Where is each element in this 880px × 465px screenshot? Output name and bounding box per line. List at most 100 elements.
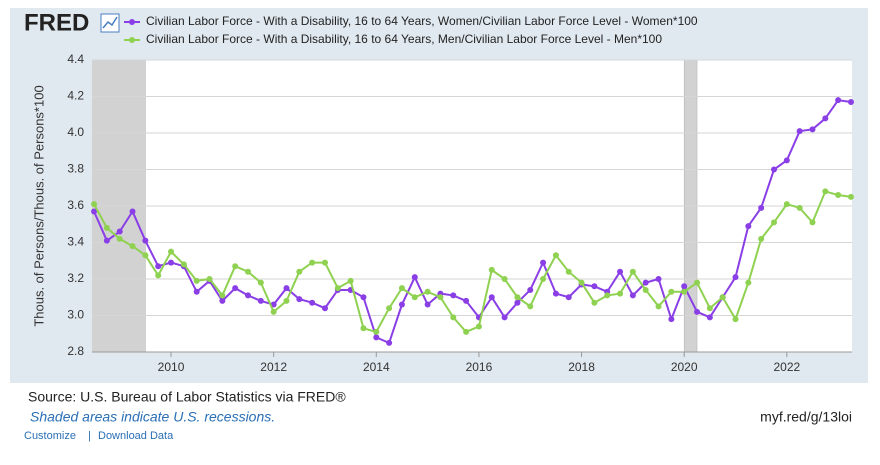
source: Source: U.S. Bureau of Labor Statistics … <box>28 389 346 405</box>
data-point <box>835 97 842 104</box>
data-point <box>835 192 842 199</box>
data-point <box>732 316 739 323</box>
data-point <box>552 290 559 297</box>
data-point <box>694 279 701 286</box>
data-point <box>681 283 688 290</box>
data-point <box>514 299 521 306</box>
data-point <box>321 259 328 266</box>
data-point <box>591 299 598 306</box>
data-point <box>257 279 264 286</box>
data-point <box>822 188 829 195</box>
recession-note: Shaded areas indicate U.S. recessions. <box>30 409 275 425</box>
data-point <box>411 294 418 301</box>
data-point <box>488 294 495 301</box>
data-point <box>796 128 803 135</box>
data-point <box>783 157 790 164</box>
data-point <box>706 305 713 312</box>
legend-marker <box>129 37 135 43</box>
data-point <box>386 339 393 346</box>
data-point <box>270 308 277 315</box>
data-point <box>847 98 854 105</box>
data-point <box>540 276 547 282</box>
data-point <box>501 314 508 321</box>
link[interactable]: Download Data <box>98 430 174 442</box>
data-point <box>475 323 482 330</box>
data-point <box>142 237 149 244</box>
data-point <box>527 286 534 293</box>
data-point <box>168 259 175 266</box>
data-point <box>565 268 572 275</box>
data-point <box>129 208 136 215</box>
data-point <box>129 243 136 250</box>
data-point <box>296 296 303 303</box>
data-point <box>758 235 765 242</box>
data-point <box>796 204 803 211</box>
data-point <box>155 263 162 270</box>
data-point <box>450 314 457 321</box>
data-point <box>552 252 559 259</box>
data-point <box>424 288 431 295</box>
data-point <box>321 305 328 312</box>
data-point <box>232 285 239 292</box>
data-point <box>193 277 200 284</box>
data-point <box>219 292 226 299</box>
y-tick-label: 3.4 <box>67 235 84 249</box>
data-point <box>809 126 816 133</box>
data-point <box>283 285 290 292</box>
y-tick-label: 4.4 <box>67 52 84 66</box>
data-point <box>488 266 495 273</box>
data-point <box>360 325 367 332</box>
short-url: myf.red/g/13loi <box>760 409 852 425</box>
logo: FRED <box>24 9 89 36</box>
data-point <box>424 301 431 308</box>
data-point <box>257 297 264 304</box>
x-tick-label: 2012 <box>260 360 287 374</box>
data-point <box>655 276 662 282</box>
data-point <box>732 274 739 281</box>
data-point <box>334 285 341 292</box>
data-point <box>116 235 123 242</box>
data-point <box>373 328 380 335</box>
data-point <box>770 219 777 226</box>
data-point <box>822 115 829 122</box>
separator: | <box>88 430 91 442</box>
data-point <box>142 252 149 259</box>
data-point <box>373 334 380 341</box>
data-point <box>103 224 110 231</box>
data-point <box>309 299 316 306</box>
data-point <box>450 292 457 299</box>
data-point <box>604 292 611 299</box>
link[interactable]: Customize <box>24 430 76 442</box>
data-point <box>463 297 470 304</box>
legend-marker <box>129 19 135 25</box>
data-point <box>398 301 405 308</box>
data-point <box>540 259 547 266</box>
data-point <box>617 290 624 297</box>
data-point <box>347 277 354 284</box>
y-tick-label: 3.6 <box>67 198 84 212</box>
data-point <box>501 276 508 282</box>
data-point <box>91 208 98 215</box>
x-tick-label: 2022 <box>773 360 800 374</box>
data-point <box>527 303 534 310</box>
data-point <box>206 276 213 282</box>
data-point <box>386 305 393 312</box>
data-point <box>719 294 726 301</box>
data-point <box>681 288 688 295</box>
y-tick-label: 3.8 <box>67 162 84 176</box>
series-line <box>93 190 852 334</box>
data-point <box>514 294 521 301</box>
data-point <box>642 279 649 286</box>
data-point <box>193 288 200 295</box>
data-point <box>296 268 303 275</box>
data-point <box>411 274 418 281</box>
data-point <box>155 272 162 279</box>
data-point <box>642 286 649 293</box>
x-tick-label: 2020 <box>671 360 698 374</box>
x-tick-label: 2018 <box>568 360 595 374</box>
data-point <box>745 223 752 230</box>
data-point <box>783 201 790 208</box>
data-point <box>591 283 598 290</box>
data-point <box>463 328 470 335</box>
